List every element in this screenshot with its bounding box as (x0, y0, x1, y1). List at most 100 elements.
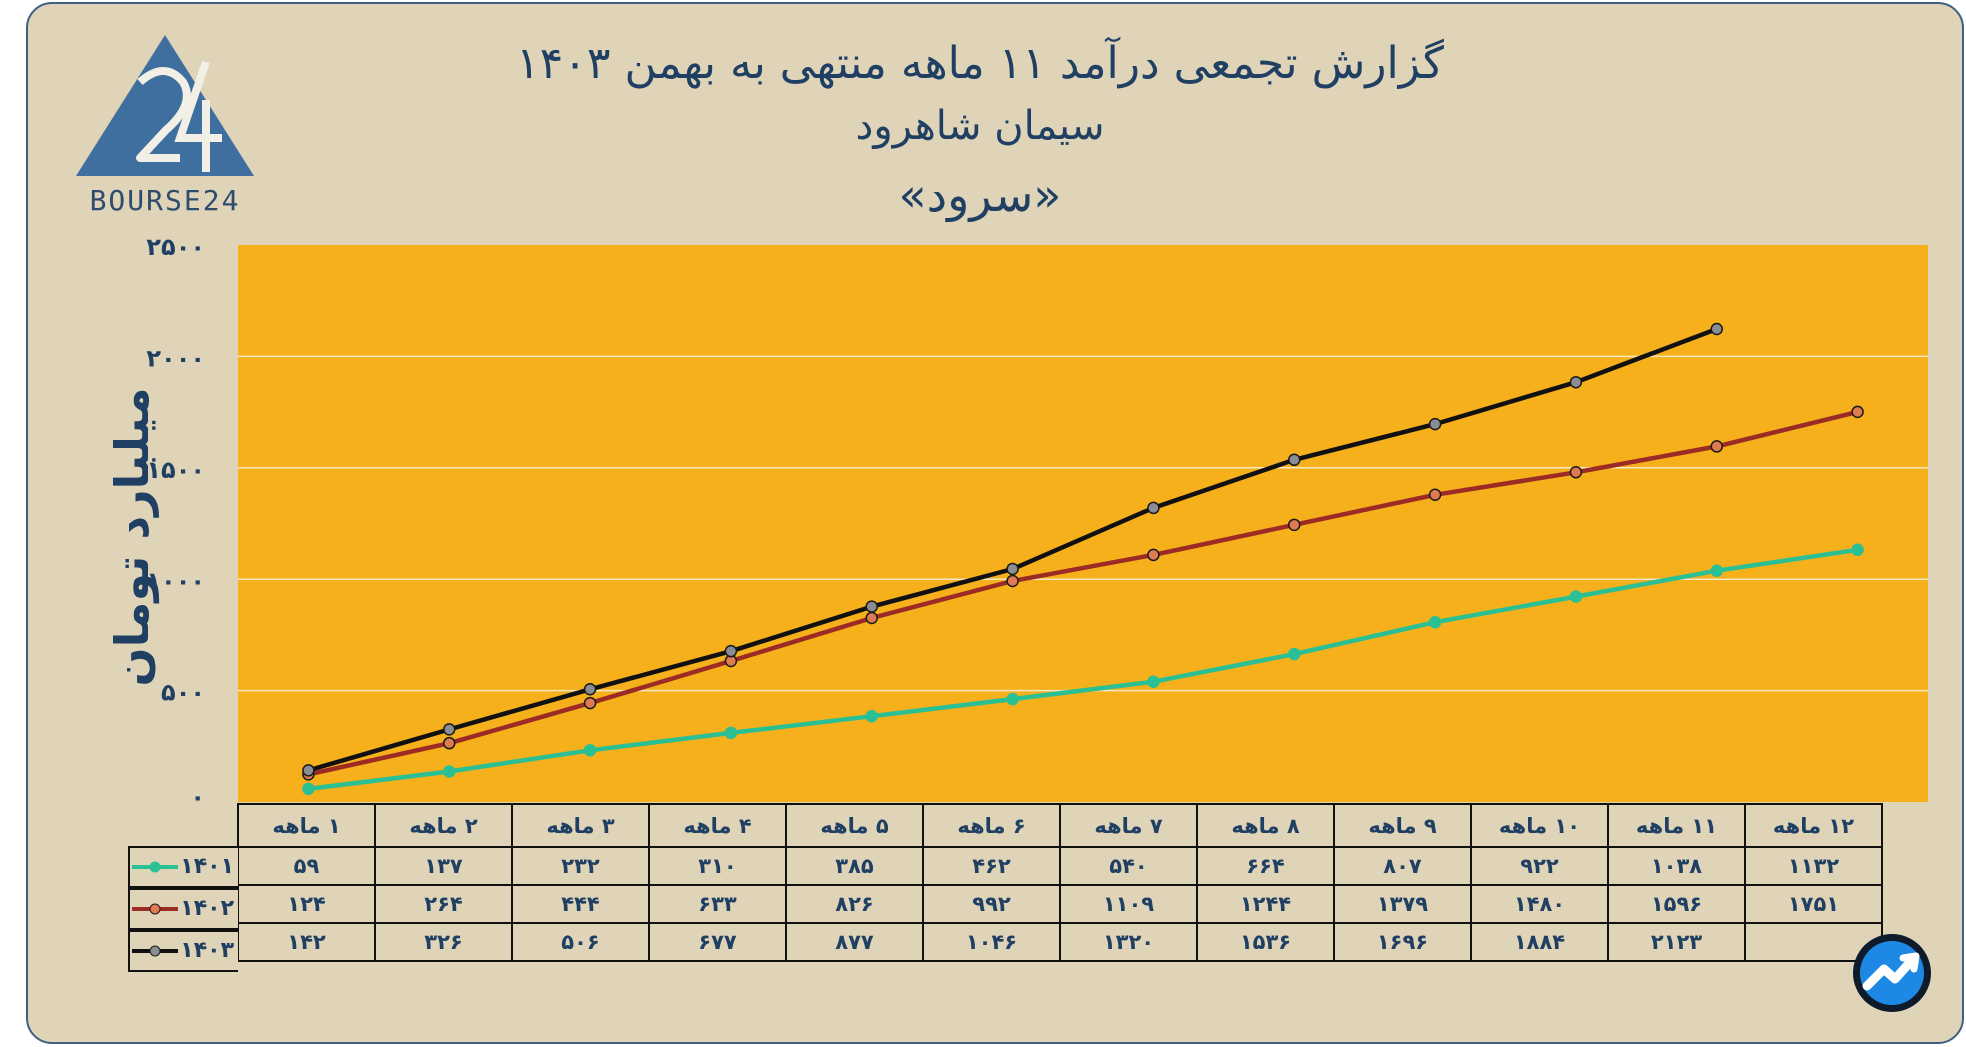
data-point (1006, 562, 1019, 576)
data-label: ۳۲۶ (374, 922, 513, 962)
table-header-row: ۱ ماهه ۲ ماهه ۳ ماهه ۴ ماهه ۵ ماهه ۶ ماهه ۷ ما… (237, 803, 1883, 848)
data-label: ۳۸۵ (785, 846, 924, 886)
data-label: ۶۳۳ (648, 884, 787, 924)
data-label: ۲۳۲ (511, 846, 650, 886)
data-label: ۵۰۶ (511, 922, 650, 962)
data-point (1147, 675, 1160, 688)
data-point (1569, 375, 1583, 389)
data-point (1428, 615, 1442, 629)
data-label: ۹۲۲ (1470, 846, 1609, 886)
table-row: ۱۲۴ ۲۶۴ ۴۴۴ ۶۳۳ ۸۲۶ ۹۹۲ ۱۱۰۹ ۱۲۴۴ ۱۳۷۹ ۱۴۸۰ ۱۵۹۶ ۱۷… (237, 884, 1883, 924)
data-label: ۱۴۸۰ (1470, 884, 1609, 924)
data-label: ۸۰۷ (1333, 846, 1472, 886)
legend-item: ۱۴۰۳ (128, 930, 238, 972)
data-point (1569, 466, 1583, 479)
y-axis-label: میلیارد تومان (105, 387, 159, 687)
data-label: ۱۴۲ (237, 922, 376, 962)
data-point (1428, 488, 1442, 502)
data-point (583, 683, 597, 696)
legend-label: ۱۴۰۱ (180, 854, 234, 879)
data-point (1428, 417, 1442, 431)
data-point (1006, 692, 1019, 706)
data-point (1710, 322, 1723, 336)
data-label: ۹۹۲ (922, 884, 1061, 924)
data-point (1288, 647, 1301, 661)
data-label: ۶۶۴ (1196, 846, 1335, 886)
data-label: ۶۷۷ (648, 922, 787, 962)
data-label: ۵۹ (237, 846, 376, 886)
data-label: ۴۶۲ (922, 846, 1061, 886)
data-point (1569, 590, 1583, 603)
data-point (583, 696, 597, 710)
table-row: ۵۹ ۱۳۷ ۲۳۲ ۳۱۰ ۳۸۵ ۴۶۲ ۵۴۰ ۶۶۴ ۸۰۷ ۹۲۲ ۱۰۳۸ ۱۱۳۲ (237, 846, 1883, 886)
data-point (1288, 518, 1301, 532)
y-tick-label: ۵۰۰ (161, 679, 205, 707)
data-label: ۱۰۴۶ (922, 922, 1061, 962)
data-point (1147, 548, 1160, 562)
legend-item: ۱۴۰۱ (128, 846, 238, 888)
y-tick-label: ۱۰۰۰ (146, 567, 205, 595)
data-point (724, 644, 738, 658)
category-label: ۱۲ ماهه (1744, 803, 1883, 848)
data-label: ۱۱۰۹ (1059, 884, 1198, 924)
chart-title: گزارش تجمعی درآمد ۱۱ ماهه منتهی به بهمن … (516, 38, 1444, 89)
data-point (1851, 543, 1864, 557)
legend-label: ۱۴۰۳ (180, 938, 234, 963)
data-label: ۱۶۹۶ (1333, 922, 1472, 962)
data-label: ۱۱۳۲ (1744, 846, 1883, 886)
y-tick-label: ۲۰۰۰ (146, 344, 205, 372)
data-point (865, 600, 878, 613)
data-label: ۱۰۳۸ (1607, 846, 1746, 886)
data-label: ۱۳۷۹ (1333, 884, 1472, 924)
data-label: ۲۱۲۳ (1607, 922, 1746, 962)
data-label: ۵۴۰ (1059, 846, 1198, 886)
data-label: ۱۸۸۴ (1470, 922, 1609, 962)
legend-swatch (132, 861, 178, 873)
data-label: ۱۵۳۶ (1196, 922, 1335, 962)
legend-item: ۱۴۰۲ (128, 888, 238, 930)
data-label: ۱۳۲۰ (1059, 922, 1198, 962)
data-point (302, 782, 315, 796)
data-point (1710, 564, 1723, 577)
data-label: ۳۱۰ (648, 846, 787, 886)
category-label: ۶ ماهه (922, 803, 1061, 848)
table-row: ۱۴۲ ۳۲۶ ۵۰۶ ۶۷۷ ۸۷۷ ۱۰۴۶ ۱۳۲۰ ۱۵۳۶ ۱۶۹۶ ۱۸۸۴ ۲۱۲۳ (237, 922, 1883, 962)
data-label: ۱۵۹۶ (1607, 884, 1746, 924)
data-label: ۱۲۴ (237, 884, 376, 924)
data-point (1147, 501, 1160, 515)
data-point (583, 744, 597, 757)
y-tick-label: ۱۵۰۰ (146, 456, 205, 484)
series-line-1 (308, 547, 1858, 792)
data-point (724, 726, 738, 740)
data-label: ۸۲۶ (785, 884, 924, 924)
data-label: ۱۷۵۱ (1744, 884, 1883, 924)
category-label: ۵ ماهه (785, 803, 924, 848)
data-point (1288, 453, 1301, 467)
trend-up-icon (1853, 934, 1931, 1012)
bourse24-logo (76, 35, 254, 176)
category-label: ۷ ماهه (1059, 803, 1198, 848)
data-point (865, 709, 878, 723)
category-label: ۱۰ ماهه (1470, 803, 1609, 848)
category-label: ۳ ماهه (511, 803, 650, 848)
category-label: ۱۱ ماهه (1607, 803, 1746, 848)
data-point (1006, 574, 1019, 588)
y-tick-label: ۰ (190, 783, 205, 811)
y-tick-label: ۲۵۰۰ (146, 233, 205, 261)
data-label: ۱۲۴۴ (1196, 884, 1335, 924)
data-point (1851, 405, 1864, 419)
category-label: ۹ ماهه (1333, 803, 1472, 848)
legend-label: ۱۴۰۲ (180, 896, 234, 921)
series-line-2 (307, 409, 1859, 777)
data-label: ۲۶۴ (374, 884, 513, 924)
data-point (1710, 440, 1723, 453)
category-label: ۱ ماهه (237, 803, 376, 848)
data-label: ۸۷۷ (785, 922, 924, 962)
category-label: ۲ ماهه (374, 803, 513, 848)
legend-swatch (132, 903, 178, 915)
category-label: ۴ ماهه (648, 803, 787, 848)
data-point (443, 736, 456, 750)
category-label: ۸ ماهه (1196, 803, 1335, 848)
data-point (443, 723, 456, 736)
